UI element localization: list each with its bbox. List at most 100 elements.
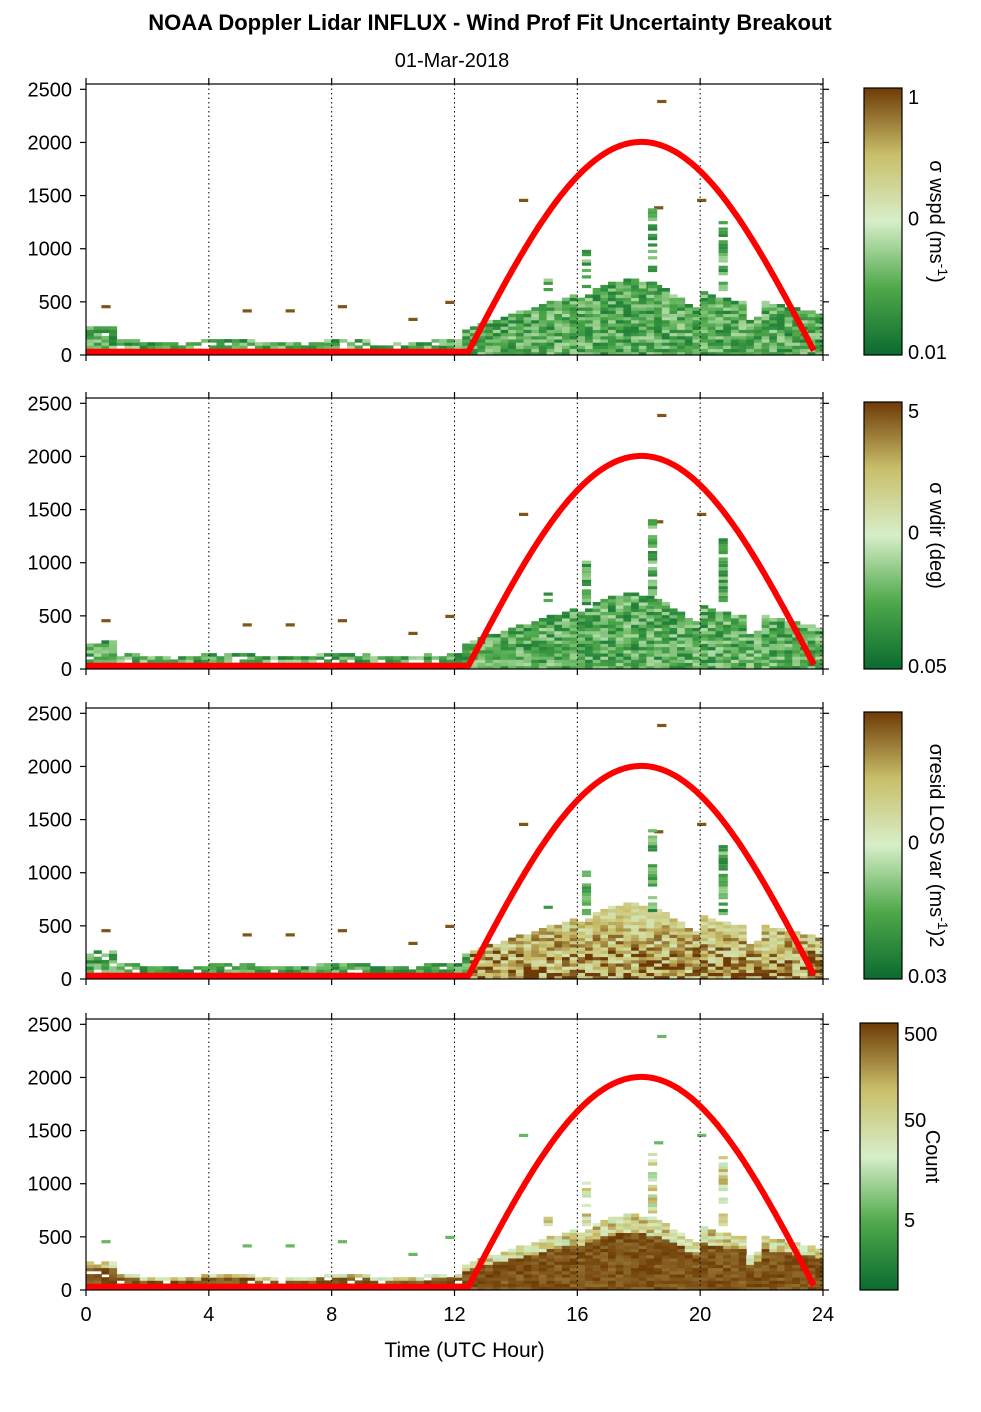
heatmap-cell xyxy=(677,342,686,346)
heatmap-cell xyxy=(569,931,578,935)
heatmap-cell xyxy=(515,323,524,327)
chart-title: NOAA Doppler Lidar INFLUX - Wind Prof Fi… xyxy=(148,10,832,35)
heatmap-cell xyxy=(654,1280,663,1284)
heatmap-cell xyxy=(707,969,716,973)
heatmap-cell xyxy=(700,326,709,330)
x-tick-label: 12 xyxy=(443,1304,465,1326)
heatmap-cell xyxy=(615,300,624,305)
heatmap-cell xyxy=(515,313,524,318)
heatmap-cell xyxy=(519,822,529,826)
heatmap-cell xyxy=(815,950,824,954)
heatmap-cell xyxy=(669,1283,678,1288)
heatmap-cell xyxy=(569,937,578,942)
heatmap-cell xyxy=(769,326,778,330)
heatmap-cell xyxy=(554,310,563,314)
heatmap-cell xyxy=(462,646,471,651)
heatmap-cell xyxy=(393,966,402,970)
heatmap-cell xyxy=(661,326,670,330)
heatmap-cell xyxy=(769,950,778,954)
heatmap-cell xyxy=(531,662,540,667)
heatmap-cell xyxy=(554,1286,563,1291)
heatmap-cell xyxy=(723,310,732,314)
heatmap-cell xyxy=(93,963,102,967)
heatmap-cell xyxy=(446,656,455,660)
heatmap-cell xyxy=(508,1267,517,1272)
heatmap-cell xyxy=(554,630,563,635)
heatmap-cell xyxy=(646,934,655,938)
heatmap-cell xyxy=(718,845,728,849)
heatmap-cell xyxy=(581,579,592,583)
heatmap-cell xyxy=(277,656,286,660)
heatmap-cell xyxy=(815,653,824,657)
heatmap-cell xyxy=(500,947,509,951)
heatmap-cell xyxy=(707,649,716,654)
heatmap-cell xyxy=(648,586,658,590)
heatmap-cell xyxy=(608,950,617,954)
heatmap-cell xyxy=(715,1251,724,1256)
heatmap-cell xyxy=(608,284,617,289)
heatmap-cell xyxy=(657,723,667,728)
heatmap-cell xyxy=(285,309,295,313)
heatmap-cell xyxy=(562,649,571,654)
heatmap-cell xyxy=(815,339,824,343)
heatmap-cell xyxy=(648,284,658,289)
heatmap-cell xyxy=(554,614,563,619)
heatmap-cell xyxy=(577,1286,586,1291)
heatmap-cell xyxy=(638,611,647,616)
heatmap-cell xyxy=(600,1277,609,1281)
heatmap-cell xyxy=(500,659,509,663)
heatmap-cell xyxy=(608,959,617,964)
heatmap-cell xyxy=(562,937,571,942)
colorbar-tick-label: 0.03 xyxy=(908,966,947,988)
heatmap-cell xyxy=(608,956,617,961)
heatmap-cell xyxy=(569,662,578,667)
heatmap-cell xyxy=(554,975,563,980)
heatmap-cell xyxy=(585,1270,594,1275)
heatmap-cell xyxy=(677,1242,686,1246)
heatmap-cell xyxy=(581,1219,592,1224)
heatmap-cell xyxy=(715,1245,724,1249)
heatmap-cell xyxy=(715,630,724,635)
heatmap-cell xyxy=(462,1267,471,1272)
colorbar-tick-label: 1 xyxy=(908,87,919,109)
heatmap-cell xyxy=(661,1251,670,1256)
heatmap-cell xyxy=(262,659,271,663)
heatmap-cell xyxy=(723,662,732,667)
heatmap-cell xyxy=(538,319,547,324)
heatmap-cell xyxy=(815,342,824,346)
heatmap-cell xyxy=(631,1232,640,1237)
heatmap-cell xyxy=(646,332,655,337)
heatmap-cell xyxy=(631,624,640,628)
x-tick-label: 0 xyxy=(80,1304,91,1326)
heatmap-cell xyxy=(577,630,586,635)
heatmap-cell xyxy=(661,921,670,926)
heatmap-cell xyxy=(439,342,448,346)
heatmap-cell xyxy=(500,940,509,945)
heatmap-cell xyxy=(723,653,732,657)
heatmap-cell xyxy=(224,1280,233,1284)
heatmap-cell xyxy=(784,326,793,330)
heatmap-cell xyxy=(654,1229,663,1233)
heatmap-cell xyxy=(715,300,724,305)
heatmap-cell xyxy=(500,1270,509,1275)
heatmap-cell xyxy=(700,611,709,616)
heatmap-cell xyxy=(807,947,816,951)
heatmap-cell xyxy=(339,656,348,660)
heatmap-cell xyxy=(800,1274,809,1278)
heatmap-cell xyxy=(753,329,762,334)
heatmap-cell xyxy=(492,640,501,644)
heatmap-cell xyxy=(515,1264,524,1269)
heatmap-cell xyxy=(577,351,586,356)
heatmap-cell xyxy=(723,633,732,638)
heatmap-cell xyxy=(523,649,532,654)
heatmap-cell xyxy=(730,662,739,667)
heatmap-cell xyxy=(477,662,486,667)
heatmap-cell xyxy=(270,1277,279,1281)
heatmap-cell xyxy=(592,1270,601,1275)
heatmap-cell xyxy=(600,1258,609,1262)
heatmap-cell xyxy=(776,339,785,343)
heatmap-cell xyxy=(492,1274,501,1278)
heatmap-cell xyxy=(623,1232,632,1237)
heatmap-cell xyxy=(631,956,640,961)
heatmap-cell xyxy=(715,972,724,977)
